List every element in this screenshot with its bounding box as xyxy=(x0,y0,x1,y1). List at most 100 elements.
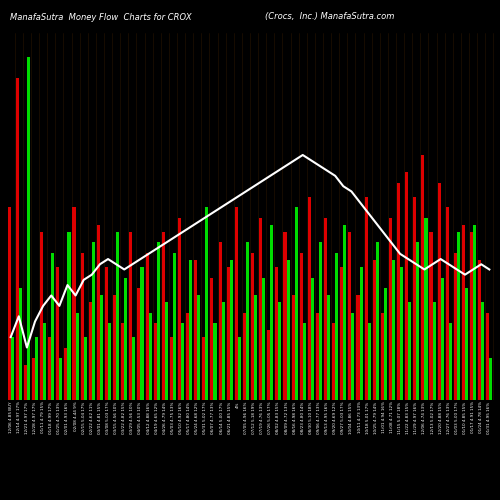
Bar xyxy=(432,302,436,400)
Bar xyxy=(335,253,338,400)
Bar xyxy=(389,218,392,400)
Bar xyxy=(316,312,319,400)
Bar xyxy=(262,278,266,400)
Bar xyxy=(108,323,111,400)
Bar xyxy=(308,197,311,400)
Bar xyxy=(408,302,412,400)
Bar xyxy=(97,225,100,400)
Bar xyxy=(372,260,376,400)
Bar xyxy=(186,312,189,400)
Bar xyxy=(251,253,254,400)
Bar xyxy=(360,267,362,400)
Bar xyxy=(462,225,465,400)
Bar xyxy=(319,242,322,400)
Bar xyxy=(24,365,27,400)
Bar xyxy=(356,295,360,400)
Bar xyxy=(454,253,457,400)
Bar xyxy=(76,312,78,400)
Bar xyxy=(438,183,440,400)
Bar xyxy=(376,242,379,400)
Bar xyxy=(92,242,95,400)
Bar xyxy=(300,253,302,400)
Bar xyxy=(226,267,230,400)
Bar xyxy=(80,253,84,400)
Bar xyxy=(470,232,473,400)
Bar xyxy=(35,337,38,400)
Bar xyxy=(400,267,403,400)
Bar xyxy=(19,288,22,400)
Bar xyxy=(154,323,156,400)
Bar xyxy=(64,348,68,400)
Bar xyxy=(181,323,184,400)
Bar xyxy=(173,253,176,400)
Bar xyxy=(170,337,173,400)
Bar xyxy=(222,302,224,400)
Bar xyxy=(276,267,278,400)
Bar xyxy=(424,218,428,400)
Bar xyxy=(8,208,10,400)
Text: ManafaSutra  Money Flow  Charts for CROX: ManafaSutra Money Flow Charts for CROX xyxy=(10,12,192,22)
Bar xyxy=(340,267,344,400)
Bar xyxy=(422,155,424,400)
Bar xyxy=(457,232,460,400)
Bar xyxy=(294,208,298,400)
Bar xyxy=(344,225,346,400)
Bar xyxy=(286,260,290,400)
Bar xyxy=(481,302,484,400)
Bar xyxy=(68,232,70,400)
Bar xyxy=(478,260,481,400)
Bar xyxy=(397,183,400,400)
Bar xyxy=(352,312,354,400)
Bar xyxy=(384,288,387,400)
Bar xyxy=(130,232,132,400)
Bar xyxy=(27,57,30,400)
Bar xyxy=(189,260,192,400)
Bar xyxy=(465,288,468,400)
Bar xyxy=(440,278,444,400)
Bar xyxy=(278,302,281,400)
Bar xyxy=(348,232,352,400)
Bar xyxy=(490,358,492,400)
Bar xyxy=(381,312,384,400)
Bar xyxy=(178,218,181,400)
Bar xyxy=(165,302,168,400)
Bar xyxy=(116,232,119,400)
Bar xyxy=(105,267,108,400)
Bar xyxy=(100,295,103,400)
Bar xyxy=(332,323,335,400)
Bar xyxy=(60,358,62,400)
Bar xyxy=(486,312,490,400)
Bar xyxy=(88,302,92,400)
Bar xyxy=(284,232,286,400)
Bar xyxy=(302,323,306,400)
Bar xyxy=(84,337,87,400)
Bar xyxy=(210,278,214,400)
Bar xyxy=(121,323,124,400)
Bar xyxy=(413,197,416,400)
Bar xyxy=(40,232,43,400)
Bar xyxy=(16,78,19,400)
Bar xyxy=(194,260,198,400)
Bar xyxy=(218,242,222,400)
Bar xyxy=(162,232,165,400)
Bar xyxy=(51,253,54,400)
Bar xyxy=(267,330,270,400)
Bar xyxy=(392,260,395,400)
Bar xyxy=(234,208,238,400)
Bar xyxy=(138,288,140,400)
Bar xyxy=(32,358,35,400)
Bar xyxy=(124,278,128,400)
Bar xyxy=(206,208,208,400)
Bar xyxy=(311,278,314,400)
Bar xyxy=(446,208,449,400)
Bar xyxy=(254,295,257,400)
Bar xyxy=(48,337,51,400)
Bar xyxy=(243,312,246,400)
Bar xyxy=(430,232,432,400)
Bar xyxy=(416,242,420,400)
Bar xyxy=(327,295,330,400)
Bar xyxy=(156,242,160,400)
Bar xyxy=(10,337,14,400)
Bar xyxy=(238,337,241,400)
Bar xyxy=(270,225,274,400)
